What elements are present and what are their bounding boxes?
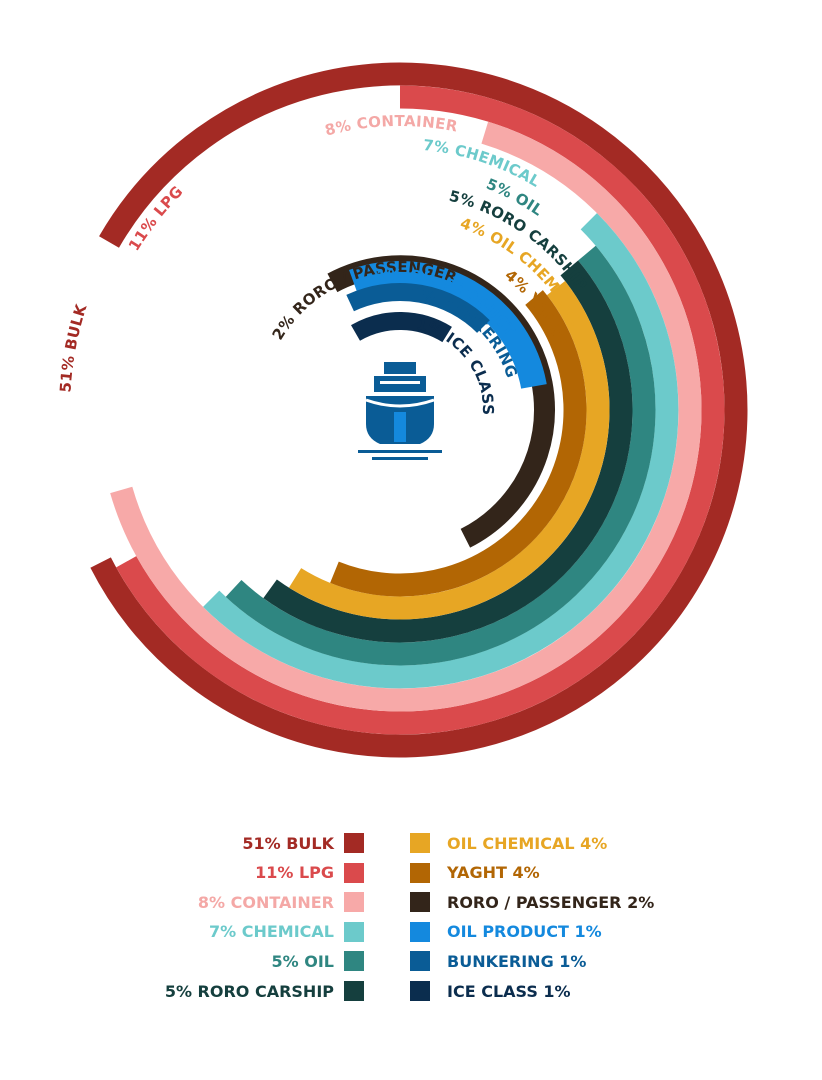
legend-item: OIL PRODUCT 1% bbox=[410, 921, 602, 943]
legend-item: ICE CLASS 1% bbox=[410, 980, 571, 1002]
water-line-2 bbox=[372, 457, 428, 460]
legend-swatch bbox=[410, 981, 430, 1001]
legend-item: YAGHT 4% bbox=[410, 862, 540, 884]
legend-label: 11% LPG bbox=[255, 863, 334, 883]
legend-label: OIL CHEMICAL 4% bbox=[447, 833, 608, 853]
arc-5-roro-carship bbox=[263, 260, 633, 643]
legend-label: 51% BULK bbox=[242, 833, 334, 853]
legend-swatch bbox=[410, 862, 430, 883]
arc-group bbox=[90, 62, 748, 758]
legend-item: 8% CONTAINER bbox=[198, 891, 364, 913]
legend-label: RORO / PASSENGER 2% bbox=[447, 892, 655, 912]
legend-label: 8% CONTAINER bbox=[197, 892, 334, 912]
ship-icon bbox=[358, 362, 442, 460]
legend-label: 7% CHEMICAL bbox=[209, 922, 334, 942]
arc-4-yaght bbox=[330, 290, 587, 597]
legend-item: BUNKERING 1% bbox=[410, 950, 586, 972]
arc-label: 51% BULK bbox=[56, 301, 90, 393]
legend-swatch bbox=[410, 892, 430, 913]
legend-label: ICE CLASS 1% bbox=[447, 981, 571, 1001]
legend-swatch bbox=[344, 892, 364, 913]
legend-item: 5% RORO CARSHIP bbox=[165, 980, 364, 1002]
legend-swatch bbox=[344, 833, 364, 853]
legend-swatch bbox=[344, 862, 364, 883]
legend-swatch bbox=[410, 951, 430, 972]
arc-label: 8% CONTAINER bbox=[323, 112, 459, 140]
legend-item: 7% CHEMICAL bbox=[209, 921, 364, 943]
arc-4-oil-chemical bbox=[288, 281, 610, 620]
legend-swatch bbox=[410, 833, 430, 853]
legend-item: RORO / PASSENGER 2% bbox=[410, 891, 654, 913]
legend-item: 51% BULK bbox=[242, 832, 364, 854]
legend-swatch bbox=[410, 921, 430, 942]
legend-item: 11% LPG bbox=[255, 862, 364, 884]
legend-label: BUNKERING 1% bbox=[447, 951, 587, 971]
legend-swatch bbox=[344, 981, 364, 1001]
ship-funnel bbox=[384, 362, 416, 374]
legend-label: YAGHT 4% bbox=[447, 863, 540, 883]
legend-label: OIL PRODUCT 1% bbox=[447, 922, 602, 942]
arc-1-bunkering bbox=[346, 283, 490, 334]
legend-swatch bbox=[344, 951, 364, 972]
legend-swatch bbox=[344, 921, 364, 942]
arc-11-lpg bbox=[116, 85, 725, 735]
arc-8-container bbox=[110, 121, 702, 712]
ship-bow-line bbox=[365, 398, 435, 408]
arc-1-oil-product bbox=[349, 261, 547, 389]
legend: 51% BULK 11% LPG 8% CONTAINER 7% CHEMICAL 5%… bbox=[0, 832, 822, 1022]
ship-keel bbox=[394, 412, 406, 442]
legend-item: OIL CHEMICAL 4% bbox=[410, 832, 607, 854]
arc-51-bulk bbox=[90, 62, 748, 758]
ship-window-row bbox=[380, 381, 420, 384]
water-line-1 bbox=[358, 450, 442, 453]
arc-7-chemical bbox=[203, 213, 679, 689]
legend-item: 5% OIL bbox=[272, 950, 364, 972]
arc-1-ice-class bbox=[351, 312, 452, 343]
arc-5-oil bbox=[225, 245, 656, 666]
legend-label: 5% OIL bbox=[271, 951, 334, 971]
legend-label: 5% RORO CARSHIP bbox=[164, 981, 334, 1001]
